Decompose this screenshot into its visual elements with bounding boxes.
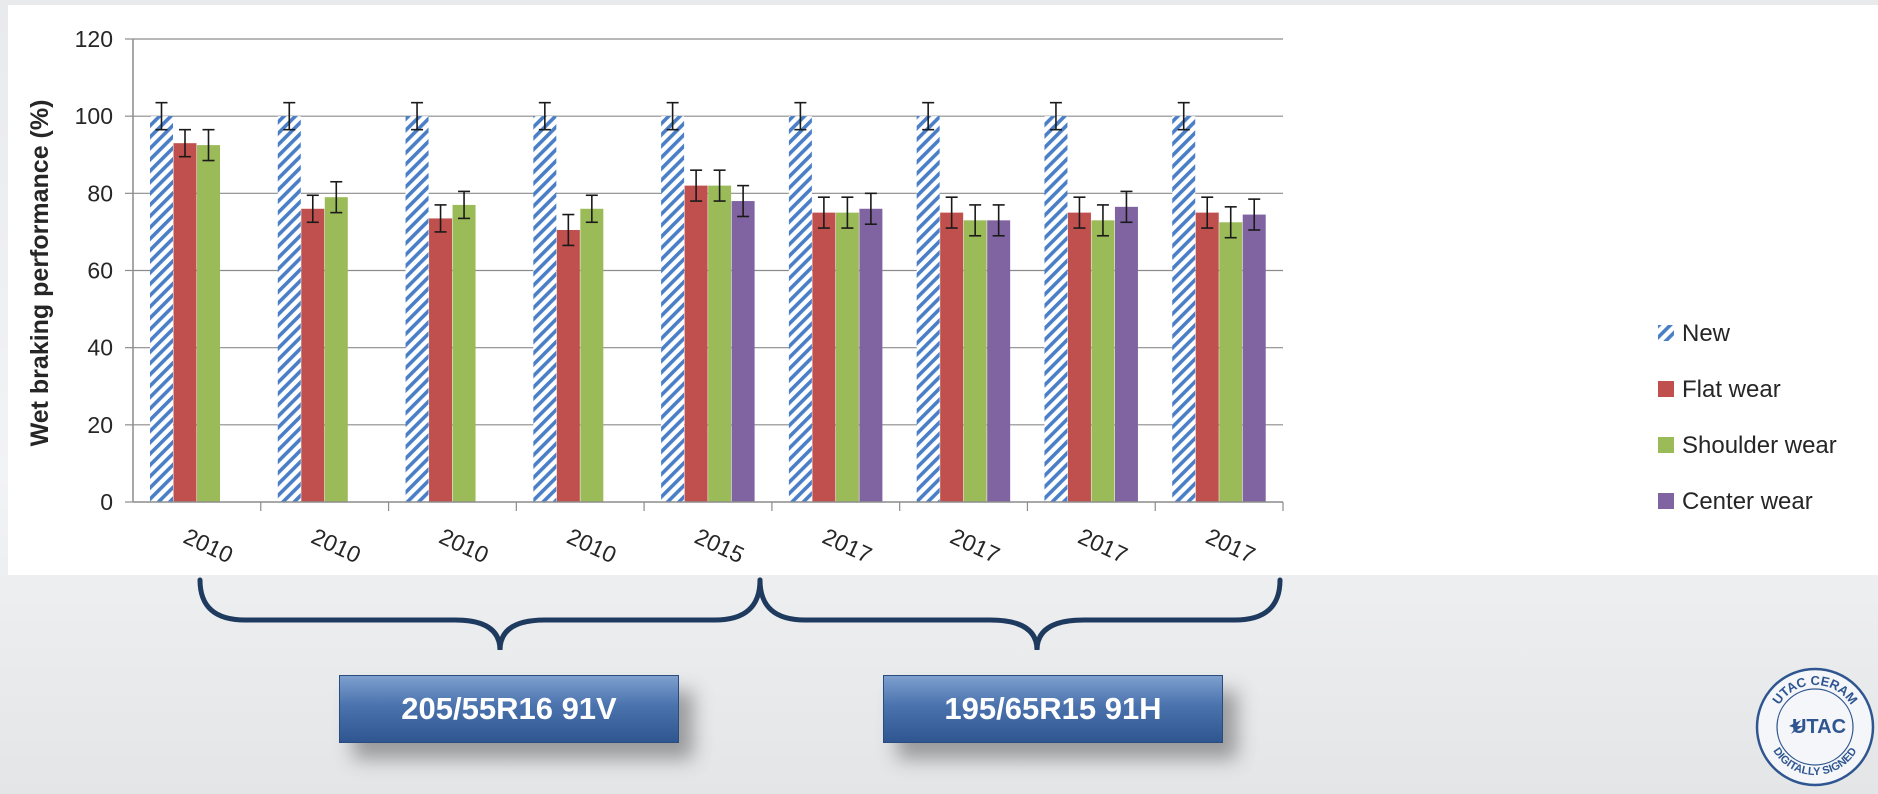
error-bar [690,169,703,202]
tire-size-label-2: 195/65R15 91H [883,675,1223,743]
error-bar [458,190,471,220]
bar-center-wear [859,208,883,502]
bar-new [405,116,429,503]
bar-shoulder-wear [324,197,348,503]
bar-center-wear [1114,206,1138,502]
bar-flat-wear [173,143,197,503]
seal-arrow-icon [1789,720,1803,734]
bar-flat-wear [556,229,580,503]
y-tick-label: 120 [75,26,113,52]
tire-size-label-1: 205/55R16 91V [339,675,679,743]
bar-new [916,116,940,503]
bar-flat-wear [1195,212,1219,502]
error-bar [713,169,726,202]
bar-shoulder-wear [580,208,604,502]
x-tick-label: 2015 [691,523,748,568]
bar-shoulder-wear [197,145,220,502]
error-bar [202,128,215,162]
legend-swatch [1658,437,1674,453]
x-tick-label: 2010 [308,523,365,568]
y-axis-title: Wet braking performance (%) [26,100,54,447]
error-bar [1096,204,1109,237]
x-tick-label: 2010 [435,523,492,568]
legend-swatch [1658,325,1674,341]
error-bar [179,128,191,158]
error-bar [945,196,958,229]
bar-new [1044,116,1068,503]
bar-flat-wear [1067,212,1091,502]
error-bar [1201,196,1214,229]
y-tick-label: 0 [100,489,113,515]
error-bar [992,204,1005,237]
bar-shoulder-wear [452,204,476,503]
bar-center-wear [731,201,755,503]
y-tick-label: 80 [87,180,113,206]
legend-swatch [1658,493,1674,509]
x-tick-label: 2017 [819,523,876,568]
error-bar [922,101,935,131]
bar-center-wear [987,220,1011,502]
bar-shoulder-wear [1219,222,1243,503]
bar-flat-wear [301,208,325,502]
error-bar [434,204,447,233]
error-bar [306,194,319,224]
bar-new [1172,116,1196,503]
error-bar [562,213,575,247]
bar-shoulder-wear [1091,220,1115,502]
bar-flat-wear [684,185,708,502]
error-bar [538,101,551,131]
bar-flat-wear [940,212,964,502]
y-tick-label: 60 [87,258,113,284]
legend-label: New [1682,320,1731,347]
bar-flat-wear [429,218,453,502]
error-bar [817,196,830,229]
x-tick-label: 2017 [1202,523,1259,568]
legend-label: Shoulder wear [1682,432,1837,459]
x-tick-label: 2017 [1074,523,1131,568]
error-bar [666,101,679,131]
error-bar [737,184,750,218]
error-bar [330,180,343,214]
bar-new [277,116,301,503]
bar-flat-wear [812,212,836,502]
brace-left [197,577,763,651]
error-bar [969,204,982,237]
error-bar [794,101,807,131]
legend-swatch [1658,381,1674,397]
bar-new [150,116,173,503]
error-bar [411,101,424,131]
bar-shoulder-wear [708,185,732,502]
y-tick-label: 100 [75,103,113,129]
x-tick-label: 2017 [946,523,1003,568]
brace-right [757,577,1283,651]
error-bar [1248,198,1261,231]
chart-panel: 0 20 40 60 80 100 120 2010 2010 2010 2010 2015 2017 2… [8,5,1878,575]
error-bar [1073,196,1086,229]
bar-new [533,116,557,503]
bar-new [661,116,685,503]
error-bar [841,196,854,229]
x-tick-label: 2010 [563,523,620,568]
y-tick-label: 40 [87,335,113,361]
error-bar [1120,190,1133,224]
legend-label: Center wear [1682,488,1813,515]
x-tick-label: 2010 [180,523,237,568]
error-bar [283,101,296,131]
error-bar [1049,101,1062,131]
utac-ceram-seal: UTAC CERAM DIGITALLY SIGNED UTAC [1755,667,1875,787]
bar-new [788,116,812,503]
error-bar [1177,101,1190,131]
error-bar [1224,206,1237,239]
y-tick-label: 20 [87,412,113,438]
bar-shoulder-wear [963,220,987,502]
bar-shoulder-wear [835,212,859,502]
error-bar [864,192,877,225]
seal-center-text: UTAC [1792,716,1846,738]
error-bar [585,194,598,224]
legend-label: Flat wear [1682,376,1781,403]
bar-chart: 0 20 40 60 80 100 120 2010 2010 2010 2010 2015 2017 2… [26,26,1837,568]
bar-center-wear [1242,214,1266,502]
error-bar [155,101,168,131]
